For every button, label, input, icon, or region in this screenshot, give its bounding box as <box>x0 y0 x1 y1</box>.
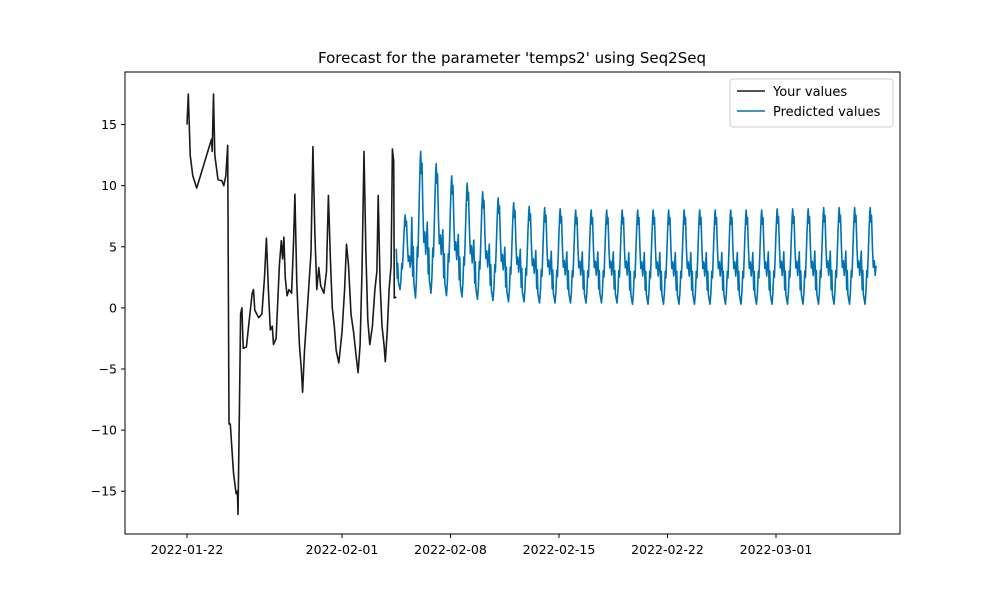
y-tick-label: −10 <box>91 423 117 438</box>
x-axis: 2022-01-22 2022-02-01 2022-02-08 2022-02-15… <box>151 534 813 557</box>
series-line-predicted-values <box>395 150 877 306</box>
plot-frame <box>124 71 901 535</box>
series-line-your-values <box>186 93 397 516</box>
series-layer <box>186 93 877 516</box>
legend-label-your-values: Your values <box>772 85 847 100</box>
legend-label-predicted-values: Predicted values <box>773 105 881 120</box>
y-axis: 15 10 5 0 −5 −10 −15 <box>91 117 125 499</box>
x-tick-label: 2022-02-22 <box>631 542 704 557</box>
y-tick-label: −5 <box>99 362 117 377</box>
x-tick-label: 2022-02-15 <box>523 542 596 557</box>
legend-box <box>729 78 894 128</box>
x-tick-label: 2022-03-01 <box>740 542 813 557</box>
y-tick-label: −15 <box>91 484 117 499</box>
x-tick-label: 2022-02-01 <box>306 542 379 557</box>
x-tick-label: 2022-02-08 <box>414 542 487 557</box>
y-tick-label: 5 <box>109 239 117 254</box>
x-tick-label: 2022-01-22 <box>151 542 224 557</box>
y-tick-label: 15 <box>101 117 117 132</box>
y-tick-label: 0 <box>109 300 117 315</box>
legend: Your values Predicted values <box>729 78 894 128</box>
chart-title: Forecast for the parameter 'temps2' usin… <box>318 49 706 67</box>
y-tick-label: 10 <box>101 178 117 193</box>
